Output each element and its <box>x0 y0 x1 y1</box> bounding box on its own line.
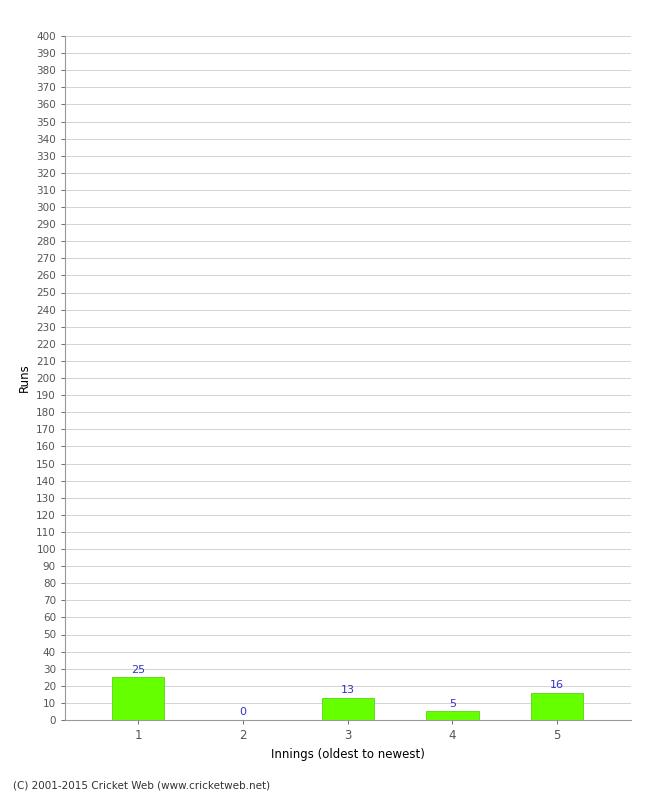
X-axis label: Innings (oldest to newest): Innings (oldest to newest) <box>271 747 424 761</box>
Text: 5: 5 <box>449 699 456 709</box>
Bar <box>531 693 584 720</box>
Text: 13: 13 <box>341 686 355 695</box>
Bar <box>112 678 164 720</box>
Bar <box>322 698 374 720</box>
Text: (C) 2001-2015 Cricket Web (www.cricketweb.net): (C) 2001-2015 Cricket Web (www.cricketwe… <box>13 781 270 790</box>
Bar <box>426 711 478 720</box>
Text: 16: 16 <box>550 680 564 690</box>
Y-axis label: Runs: Runs <box>18 364 31 392</box>
Text: 0: 0 <box>240 707 246 718</box>
Text: 25: 25 <box>131 665 146 674</box>
